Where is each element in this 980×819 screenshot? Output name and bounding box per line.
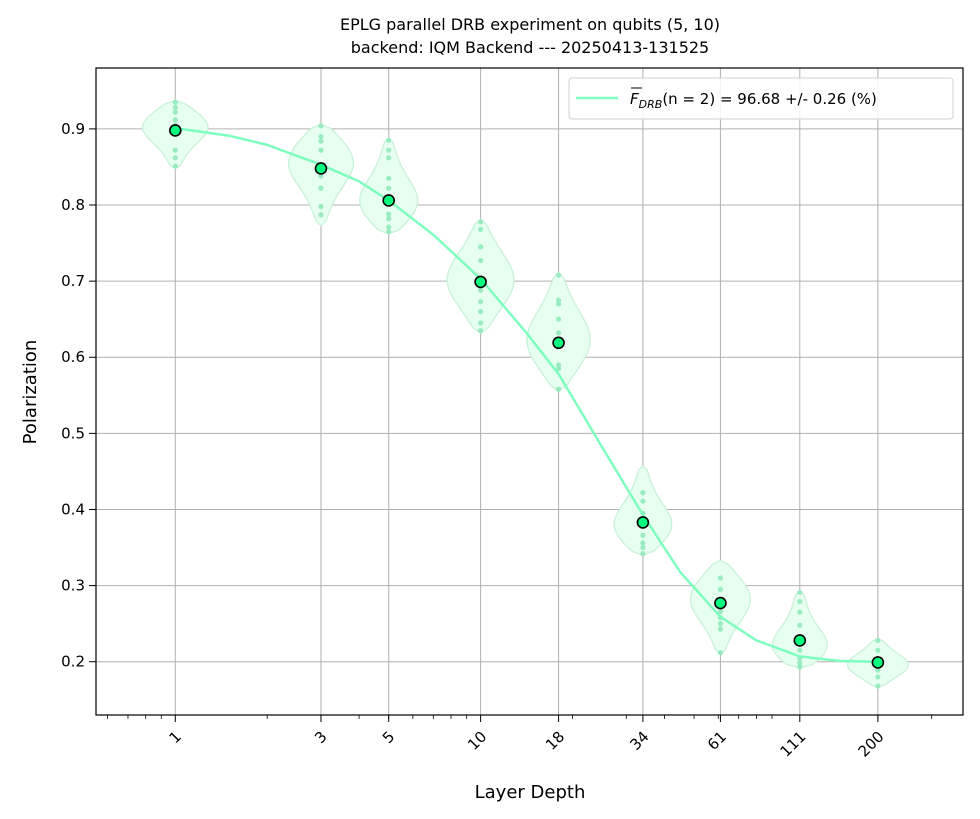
mean-marker [168,124,182,137]
y-tick-label: 0.3 [61,577,85,595]
sample-point [797,664,803,670]
sample-point [318,185,324,191]
sample-point [318,123,324,129]
sample-point [172,109,178,115]
chart-subtitle: backend: IQM Backend --- 20250413-131525 [351,38,709,57]
sample-point [318,147,324,153]
mean-markers [168,124,885,669]
sample-point [875,667,881,673]
x-axis-label: Layer Depth [475,782,586,803]
sample-point [386,155,392,161]
sample-point [478,299,484,305]
sample-point [478,287,484,293]
sample-point [555,272,562,278]
y-tick-label: 0.6 [61,348,85,366]
sample-point [318,133,324,140]
sample-point [797,647,803,653]
legend-label-value: (n = 2) = 96.68 +/- 0.26 (%) [662,90,877,108]
sample-point [555,297,562,303]
sample-point [172,163,178,169]
sample-point [172,155,178,161]
mean-marker [314,162,328,175]
sample-point [386,175,392,181]
sample-point [797,609,803,615]
sample-point [640,551,646,557]
sample-point [386,185,392,191]
sample-point [386,147,392,153]
mean-marker [871,656,885,669]
legend-box [568,77,954,120]
legend-label-symbol: F [630,90,639,108]
sample-point [797,660,803,666]
sample-point [318,203,324,210]
fit-curve-group [175,126,878,663]
sample-point [555,386,562,392]
sample-point [640,532,646,538]
sample-point [875,647,881,653]
sample-point [478,257,484,264]
sample-point [172,99,178,105]
sample-point [478,308,484,315]
plot-frame [95,67,964,716]
sample-point [386,211,392,217]
sample-point [555,362,562,368]
sample-point [717,608,724,615]
sample-point [478,226,484,232]
sample-point [717,621,724,627]
legend-label-subscript: DRB [639,98,663,111]
sample-point [640,540,646,546]
sample-point [875,637,881,644]
sample-point [555,330,562,336]
sample-point [555,366,562,372]
y-tick-label: 0.9 [61,120,85,138]
sample-point [875,674,881,680]
sample-point [318,173,324,179]
y-axis-label: Polarization [20,340,41,445]
mean-marker [793,634,807,647]
sample-point [717,649,724,656]
y-tick-label: 0.2 [61,653,85,671]
sample-point [386,216,392,222]
fit-curve [175,126,878,663]
mean-marker [714,596,727,610]
sample-point [640,544,646,551]
mean-marker [382,194,396,207]
y-tick-label: 0.4 [61,500,85,518]
sample-point [717,575,724,581]
sample-point [172,117,178,123]
y-tick-label: 0.5 [61,424,85,442]
sample-point [386,229,392,235]
y-tick-label: 0.7 [61,272,85,290]
sample-point [797,598,803,605]
mean-marker [474,275,487,289]
legend-label: FDRB(n = 2) = 96.68 +/- 0.26 (%) [630,90,877,111]
sample-point [640,498,646,504]
sample-point [318,212,324,218]
sample-point [478,244,484,250]
sample-point [172,104,178,111]
sample-point [640,490,646,496]
sample-point [875,683,881,689]
legend: FDRB(n = 2) = 96.68 +/- 0.26 (%) [568,77,954,120]
sample-point [797,622,803,628]
sample-point [318,138,324,144]
sample-point [555,316,562,322]
sample-point [797,589,803,596]
sample-point [478,219,484,225]
sample-point [386,224,392,230]
sample-point [172,147,178,153]
sample-point [717,626,724,632]
mean-marker [552,336,565,350]
sample-point [478,328,484,334]
mean-marker [636,516,650,529]
y-tick-label: 0.8 [61,196,85,214]
sample-point [478,320,484,326]
sample-point [555,301,562,307]
chart-title: EPLG parallel DRB experiment on qubits (… [340,15,720,34]
violin [613,465,673,557]
sample-point [386,137,392,143]
sample-point [717,586,724,593]
